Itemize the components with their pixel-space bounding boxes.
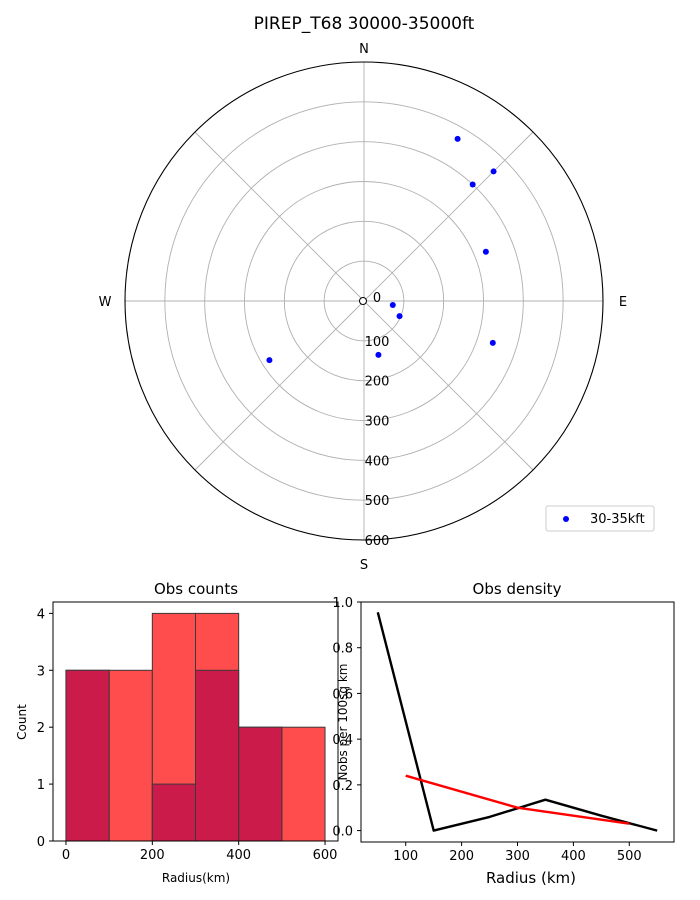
density-ytick-label: 0.4 — [332, 733, 353, 748]
hist-bar — [195, 669, 240, 842]
data-point — [469, 181, 476, 188]
hist-axes: 0 200 400 600 0 1 2 3 4 — [37, 601, 339, 863]
polar-grid — [124, 61, 604, 541]
hist-frame — [52, 601, 339, 842]
polar-ring — [323, 260, 405, 342]
legend-marker — [563, 516, 569, 522]
hist-xtick-label: 0 — [62, 848, 70, 863]
radial-tick-label: 0 — [373, 291, 381, 306]
density-series-line — [405, 774, 630, 825]
hist-ytick-label: 2 — [37, 721, 45, 736]
density-ytick-label: 0.2 — [332, 779, 353, 794]
radial-tick-label: 200 — [365, 375, 390, 390]
data-point — [375, 351, 382, 358]
data-point — [490, 168, 497, 175]
polar-ring — [204, 141, 524, 461]
density-series-line — [376, 612, 658, 832]
radial-tick-label: 400 — [365, 454, 390, 469]
hist-title: Obs counts — [154, 580, 238, 598]
hist-bar — [151, 783, 196, 842]
density-xlabel: Radius (km) — [486, 869, 576, 887]
hist-xtick-label: 200 — [140, 848, 165, 863]
polar-title: PIREP_T68 30000-35000ft — [254, 14, 475, 34]
radial-tick-label: 500 — [365, 494, 390, 509]
density-frame — [360, 601, 675, 843]
compass-label-E: E — [619, 295, 627, 310]
histogram-chart: Obs counts 0 200 400 600 0 1 2 3 4 Radius(km) Co… — [15, 580, 339, 885]
radial-tick-label: 300 — [365, 415, 390, 430]
hist-xtick-label: 600 — [313, 848, 338, 863]
data-point — [396, 313, 403, 320]
polar-ring — [244, 181, 484, 421]
hist-bar — [238, 726, 283, 842]
hist-ytick-label: 4 — [37, 607, 45, 622]
hist-bar — [65, 669, 110, 842]
density-xtick-label: 500 — [617, 849, 642, 864]
compass-label-S: S — [360, 558, 368, 573]
density-axes: 100 200 300 400 500 0.0 0.2 0.4 0.6 0.8 1.0 — [332, 596, 675, 864]
density-title: Obs density — [473, 580, 562, 598]
legend: 30-35kft — [545, 505, 655, 532]
legend-label: 30-35kft — [590, 512, 645, 527]
data-point — [266, 357, 273, 364]
polar-ring — [164, 101, 564, 501]
density-ytick-label: 0.0 — [332, 825, 353, 840]
data-point — [454, 135, 461, 142]
density-xtick-label: 300 — [505, 849, 530, 864]
density-ytick-label: 0.6 — [332, 687, 353, 702]
density-lines — [376, 612, 658, 832]
polar-chart: PIREP_T68 30000-35000ft 0 100 200 300 400 500… — [99, 14, 655, 573]
data-point — [489, 339, 496, 346]
density-chart: Obs density 100 200 300 400 500 0.0 0.2 0.4 0.6 0… — [332, 580, 675, 887]
compass-label-W: W — [99, 295, 112, 310]
hist-ytick-label: 1 — [37, 778, 45, 793]
polar-frame — [124, 61, 604, 541]
polar-ring — [283, 220, 445, 382]
density-xtick-label: 100 — [393, 849, 418, 864]
data-point — [482, 248, 489, 255]
density-xtick-label: 400 — [561, 849, 586, 864]
compass-labels: N E S W — [99, 42, 628, 573]
hist-ytick-label: 0 — [37, 835, 45, 850]
density-ytick-label: 0.8 — [332, 642, 353, 657]
compass-label-N: N — [359, 42, 369, 57]
hist-ytick-label: 3 — [37, 664, 45, 679]
hist-xlabel: Radius(km) — [162, 871, 230, 885]
data-point — [389, 302, 396, 309]
density-xtick-label: 200 — [449, 849, 474, 864]
hist-ylabel: Count — [15, 704, 29, 740]
hist-bars — [65, 612, 326, 842]
density-ytick-label: 1.0 — [332, 596, 353, 611]
density-ylabel: Nobs per 100sq km — [336, 664, 350, 781]
polar-points — [266, 135, 497, 364]
radial-tick-label: 600 — [365, 534, 390, 549]
radial-tick-labels: 0 100 200 300 400 500 600 — [365, 291, 390, 549]
radial-tick-label: 100 — [365, 335, 390, 350]
hist-xtick-label: 400 — [226, 848, 251, 863]
hist-bar — [281, 726, 326, 842]
origin-marker — [359, 297, 367, 305]
hist-bar — [108, 669, 153, 842]
